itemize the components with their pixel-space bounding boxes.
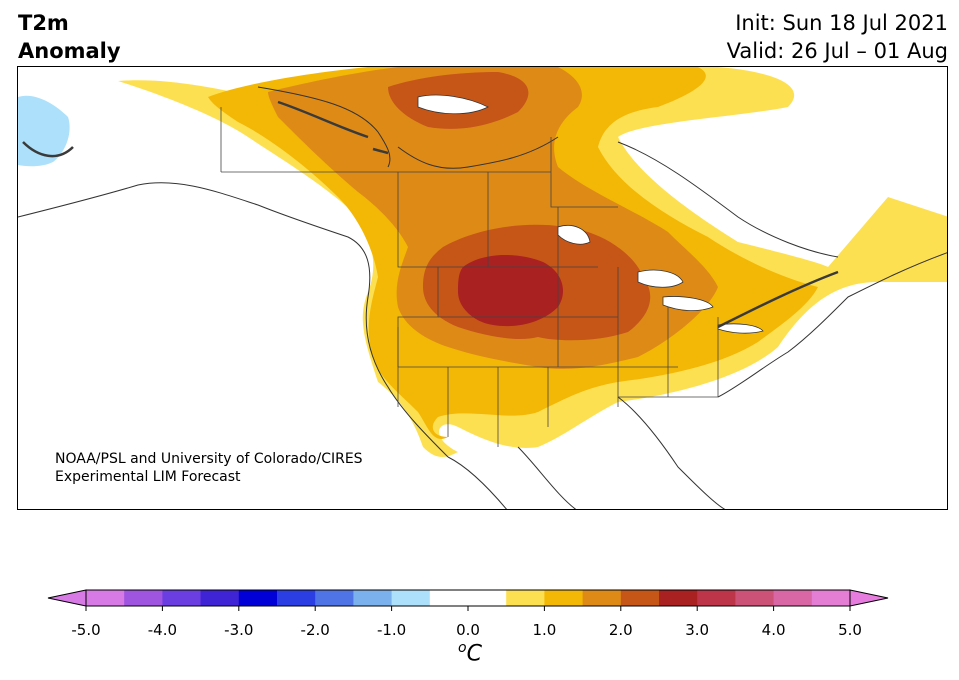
credit-text: NOAA/PSL and University of Colorado/CIRE… [55,450,363,486]
anomaly-area-red-orange [388,72,651,341]
colorbar-cell [200,590,240,606]
rivers [22,100,839,329]
map-svg [18,67,947,509]
colorbar-cell [659,590,698,606]
title-anomaly: Anomaly [18,39,121,63]
colorbar-cells [86,590,851,606]
colorbar-cell [277,590,316,606]
anomaly-area-dark-red [458,255,563,327]
valid-date: Valid: 26 Jul – 01 Aug [726,39,948,63]
colorbar-tick-label: 5.0 [838,621,862,639]
title-variable: T2m [18,11,69,35]
colorbar-tick-label: -4.0 [147,621,178,639]
colorbar-cell [735,590,775,606]
credit-line-1: NOAA/PSL and University of Colorado/CIRE… [55,451,363,467]
colorbar-cell [315,590,354,606]
colorbar-cell [811,590,851,606]
colorbar-cell [773,590,813,606]
colorbar-cell [86,590,125,606]
colorbar-cell [238,590,278,606]
lakes [417,94,764,334]
colorbar-tick-label: 4.0 [761,621,786,639]
colorbar-cell [697,590,736,606]
colorbar-tick-label: 2.0 [608,621,633,639]
colorbar-cell [544,590,584,606]
colorbar-cell [124,590,163,606]
colorbar-cell [162,590,202,606]
colorbar-tick-label: 0.0 [456,621,480,639]
anomaly-map [17,66,948,510]
colorbar-cell [429,590,469,606]
colorbar-tick-label: -3.0 [224,621,254,639]
colorbar-over-triangle [849,589,889,607]
credit-line-2: Experimental LIM Forecast [55,469,241,485]
colorbar-tick-label: 3.0 [685,621,710,639]
colorbar-cell [468,590,507,606]
colorbar-tick-label: -1.0 [376,621,407,639]
unit-degree: o [458,640,467,656]
init-date: Init: Sun 18 Jul 2021 [735,11,948,35]
colorbar-cell [391,590,431,606]
colorbar-cell [620,590,660,606]
colorbar-cell [506,590,545,606]
colorbar-tick-label: -2.0 [300,621,330,639]
colorbar-ticks [85,606,851,611]
colorbar-tick-label: 1.0 [532,621,557,639]
forecast-dates: Init: Sun 18 Jul 2021 Valid: 26 Jul – 01… [727,9,948,65]
political-boundaries [220,107,719,447]
coastlines [18,86,947,509]
unit-celsius: C [466,641,482,667]
colorbar-tick-label: -5.0 [71,621,101,639]
plot-title: T2m Anomaly [18,9,121,65]
colorbar-cell [582,590,622,606]
colorbar-under-triangle [47,589,87,607]
colorbar-cell [353,590,393,606]
colorbar-unit: oC [445,640,495,666]
colorbar [47,589,889,611]
